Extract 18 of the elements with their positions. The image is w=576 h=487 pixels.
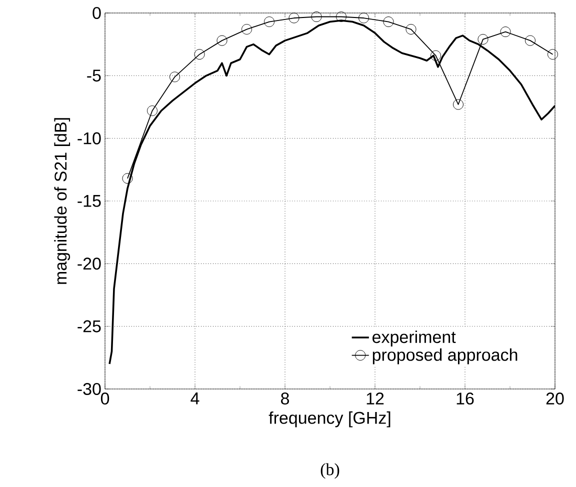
y-tick-label: -25 [78, 320, 101, 332]
y-tick-label: -10 [78, 132, 101, 144]
x-tick-label: 16 [456, 392, 474, 405]
x-tick-label: 0 [100, 392, 110, 405]
y-tick-label: -20 [78, 258, 101, 270]
x-tick-label: 4 [190, 392, 200, 404]
x-tick-label: 20 [546, 392, 564, 405]
x-tick-label: 8 [281, 392, 289, 405]
x-axis-title: frequency [GHz] [268, 411, 390, 428]
y-tick-label: 0 [92, 6, 101, 20]
text: (b) [320, 463, 340, 479]
legend-label: experiment [372, 330, 456, 346]
y-axis-title: magnitude of S21 [dB] [54, 118, 70, 284]
y-tick-label: -5 [87, 70, 101, 82]
y-tick-label: -15 [78, 195, 101, 207]
y-tick-label: -30 [78, 382, 101, 396]
legend-label: proposed approach [372, 348, 518, 364]
x-tick-label: 12 [366, 392, 384, 404]
